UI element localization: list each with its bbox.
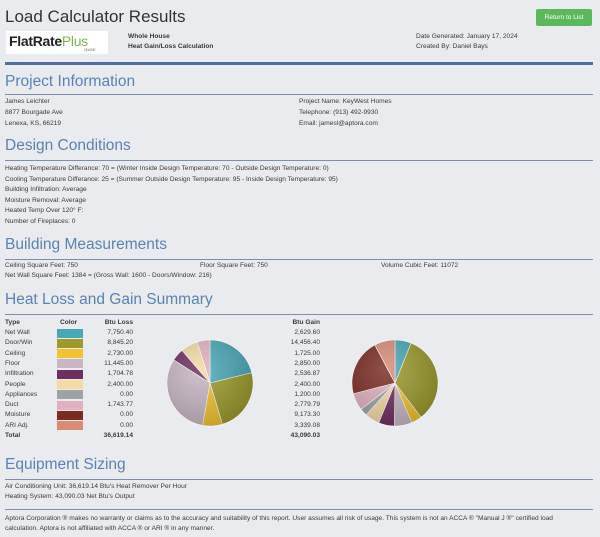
- logo-sub: ONLINE: [84, 48, 96, 52]
- row-gain: 9,173.30: [294, 411, 320, 419]
- design-line: Moisture Removal: Average: [5, 196, 86, 204]
- row-gain: 14,456.40: [290, 339, 320, 347]
- row-type: Moisture: [5, 411, 31, 419]
- total-gain: 43,090.03: [290, 432, 320, 439]
- col-loss: Btu Loss: [104, 319, 133, 326]
- net-wall-sqft: Net Wall Square Feet: 1384 = (Gross Wall…: [5, 272, 212, 279]
- calc-type: Heat Gain/Loss Calculation: [128, 43, 214, 50]
- color-swatch: [57, 338, 83, 348]
- total-loss: 36,619.14: [103, 432, 133, 439]
- return-to-list-button[interactable]: Return to List: [536, 9, 592, 26]
- color-swatch: [57, 421, 83, 431]
- row-gain: 3,339.08: [294, 421, 320, 429]
- disclaimer-line2: calculation. Aptora is not affiliated wi…: [5, 525, 215, 532]
- date-generated: Date Generated: January 17, 2024: [416, 33, 518, 40]
- disclaimer-line1: Aptora Corporation ® makes no warranty o…: [5, 515, 553, 522]
- pie-shading: [167, 340, 253, 426]
- summary-heading: Heat Loss and Gain Summary: [5, 291, 213, 308]
- color-swatch: [57, 328, 83, 338]
- customer-name: James Leichter: [5, 98, 50, 105]
- btu-loss-pie-chart: [166, 339, 254, 427]
- volume-cuft: Volume Cubic Feet: 11072: [381, 262, 459, 269]
- address1: 8877 Bourgade Ave: [5, 109, 63, 116]
- design-conditions: Heating Temperature Differance: 70 = (Wi…: [5, 164, 338, 228]
- heating-system: Heating System: 43,090.03 Net Btu's Outp…: [5, 493, 135, 500]
- row-type: Net Wall: [5, 329, 30, 336]
- telephone: Telephone: (913) 492-9930: [299, 109, 379, 116]
- row-gain: 1,200.00: [294, 390, 320, 398]
- divider: [5, 479, 593, 480]
- row-gain: 2,629.60: [294, 329, 320, 336]
- row-type: People: [5, 380, 26, 388]
- logo-plus: Plus: [61, 33, 88, 49]
- design-heading: Design Conditions: [5, 137, 131, 154]
- row-loss: 2,400.00: [107, 380, 133, 388]
- design-line: Heating Temperature Differance: 70 = (Wi…: [5, 165, 329, 172]
- color-swatch: [57, 400, 83, 410]
- project-heading: Project Information: [5, 73, 136, 90]
- ac-unit: Air Conditioning Unit: 36,619.14 Btu's H…: [5, 483, 187, 490]
- logo-text: FlatRate: [9, 33, 62, 49]
- row-loss: 1,743.77: [107, 401, 133, 409]
- design-line: Number of Fireplaces: 0: [5, 217, 76, 225]
- row-type: Door/Win: [5, 339, 33, 347]
- measurements-heading: Building Measurements: [5, 236, 167, 253]
- divider: [5, 160, 593, 161]
- color-swatch: [57, 390, 83, 400]
- btu-gain-pie-chart: [351, 339, 439, 427]
- created-by: Created By: Daniel Bays: [416, 43, 488, 50]
- address2: Lenexa, KS, 66219: [5, 120, 62, 127]
- row-type: Appliances: [5, 390, 38, 398]
- row-type: Infiltration: [5, 370, 34, 378]
- row-type: Floor: [5, 359, 21, 367]
- divider: [5, 509, 593, 510]
- total-label: Total: [5, 432, 21, 439]
- row-gain: 2,536.87: [294, 370, 320, 378]
- row-loss: 8,845.20: [107, 339, 133, 347]
- design-line: Building Infiltration: Average: [5, 186, 87, 194]
- row-loss: 0.00: [120, 411, 133, 419]
- divider: [5, 259, 593, 260]
- color-swatch: [57, 380, 83, 389]
- col-gain: Btu Gain: [292, 319, 320, 326]
- row-gain: 2,779.79: [294, 401, 320, 409]
- row-gain: 1,725.00: [294, 349, 320, 357]
- row-type: Ceiling: [5, 349, 26, 357]
- row-type: ARI Adj.: [5, 421, 29, 429]
- row-loss: 0.00: [120, 390, 133, 398]
- color-swatch: [57, 349, 83, 359]
- header-divider: [5, 62, 593, 65]
- row-type: Duct: [5, 401, 19, 409]
- pie-shading: [352, 340, 438, 426]
- color-swatch: [57, 359, 83, 369]
- design-line: Cooling Temperature Differance: 25 = (Su…: [5, 175, 338, 183]
- row-loss: 1,704.78: [107, 370, 133, 378]
- row-gain: 2,850.00: [294, 359, 320, 367]
- row-loss: 11,445.00: [104, 359, 133, 367]
- color-swatch: [57, 369, 83, 379]
- project-name: Project Name: KeyWest Homes: [299, 98, 392, 105]
- flatrateplus-logo: FlatRatePlus ONLINE: [6, 31, 108, 54]
- floor-sqft: Floor Square Feet: 750: [200, 262, 268, 269]
- equipment-heading: Equipment Sizing: [5, 456, 126, 473]
- divider: [5, 94, 593, 95]
- row-loss: 2,730.00: [107, 349, 133, 357]
- ceiling-sqft: Ceiling Square Feet: 750: [5, 262, 78, 269]
- page-title: Load Calculator Results: [5, 7, 186, 26]
- divider: [5, 314, 593, 315]
- scope: Whole House: [128, 33, 170, 40]
- row-loss: 7,750.40: [107, 329, 133, 336]
- row-gain: 2,400.00: [294, 380, 320, 388]
- row-loss: 0.00: [120, 421, 133, 429]
- email: Email: jamesl@aptora.com: [299, 120, 378, 127]
- col-color: Color: [60, 319, 78, 326]
- color-swatch: [57, 410, 83, 420]
- col-type: Type: [5, 319, 20, 326]
- design-line: Heated Temp Over 120° F:: [5, 207, 84, 215]
